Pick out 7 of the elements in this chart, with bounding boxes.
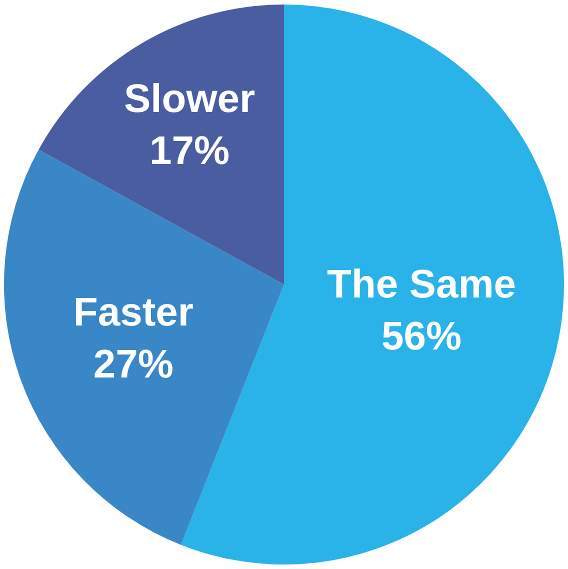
pie-slice — [38, 4, 284, 284]
data-label: 27% — [93, 342, 174, 387]
slice-label: The Same — [327, 262, 516, 307]
data-label: 17% — [150, 128, 230, 173]
slice-label: Faster — [73, 290, 194, 335]
slice-label: Slower — [124, 76, 256, 121]
data-label: 56% — [381, 314, 462, 359]
